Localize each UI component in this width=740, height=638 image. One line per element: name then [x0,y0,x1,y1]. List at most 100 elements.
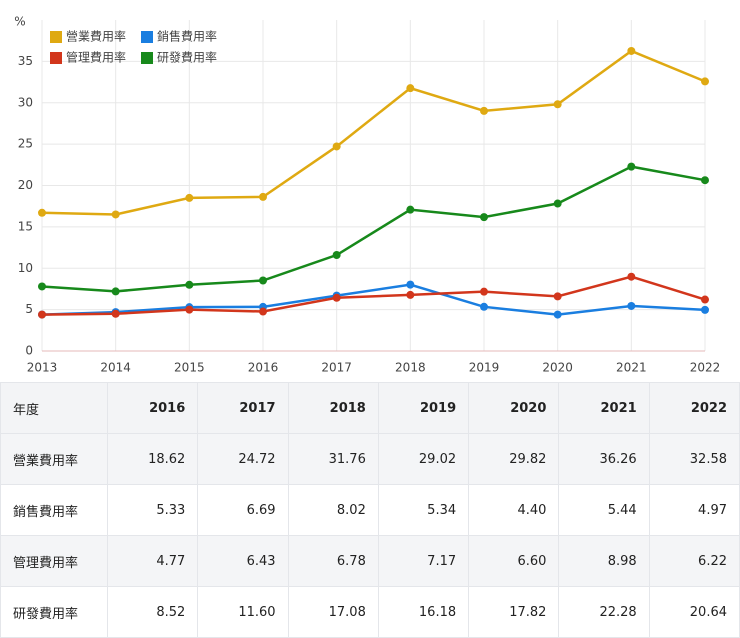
legend-swatch [50,31,62,43]
x-tick-label: 2020 [542,361,573,375]
data-point [553,199,562,208]
table-cell: 5.44 [558,484,650,536]
data-point [627,162,636,171]
data-point [480,213,488,222]
table-cell: 6.22 [648,535,740,587]
table-cell: 4.77 [106,535,199,587]
table-cell: 8.52 [106,586,199,638]
table-cell: 16.18 [377,586,470,638]
data-point [259,276,267,285]
y-tick-label: 35 [18,54,33,68]
legend-swatch [50,52,62,64]
table-cell: 8.02 [287,484,379,536]
data-point [406,290,415,299]
table-row: 研發費用率 8.52 11.60 17.08 16.18 17.82 22.28 20.64 [0,586,740,638]
table-cell: 22.28 [558,586,650,638]
table-cell: 24.72 [197,433,289,485]
header-cell: 2019 [377,382,470,434]
table-cell: 11.60 [197,586,289,638]
header-cell: 2018 [287,382,379,434]
data-point [38,282,46,291]
table-cell: 18.62 [106,433,199,485]
data-point [406,84,415,93]
table-cell: 研發費用率 [0,586,108,638]
data-point [111,210,120,219]
chart: % 0 5 10 15 20 25 30 35 2013 2014 2015 2016 2017 2018… [14,15,721,375]
table-cell: 5.33 [106,484,199,536]
data-point [185,280,194,289]
series-line [41,165,706,293]
data-point [701,176,709,185]
x-tick-label: 2017 [321,361,352,375]
x-tick-label: 2015 [174,361,205,375]
table-cell: 29.02 [377,433,470,485]
header-cell: 2021 [558,382,650,434]
data-point [480,302,488,311]
data-point [553,100,562,109]
table-cell: 8.98 [558,535,650,587]
legend-label: 銷售費用率 [157,29,217,44]
data-point [627,46,636,55]
x-tick-label: 2016 [248,361,279,375]
legend-label: 管理費用率 [66,50,126,65]
table-cell: 29.82 [468,433,560,485]
data-point [480,106,488,115]
y-tick-label: 20 [18,178,33,192]
table-cell: 管理費用率 [0,535,108,587]
data-point [111,309,120,318]
legend-swatch [141,52,153,64]
table-cell: 4.40 [468,484,560,536]
data-point [259,307,267,316]
data-point [332,293,341,302]
y-tick-label: 15 [18,219,33,233]
y-tick-label: 25 [18,137,33,151]
x-tick-label: 2021 [616,361,647,375]
table-cell: 32.58 [648,433,740,485]
data-point [701,77,709,86]
x-tick-label: 2019 [469,361,500,375]
x-tick-label: 2013 [27,361,58,375]
y-axis-label: % [14,15,25,29]
y-tick-label: 0 [25,344,33,358]
y-tick-label: 10 [18,261,33,275]
data-point [701,305,709,314]
header-cell: 2022 [648,382,740,434]
data-point [332,142,341,151]
table-cell: 營業費用率 [0,433,108,485]
data-point [627,301,636,310]
data-point [406,205,415,214]
table-row: 營業費用率 18.62 24.72 31.76 29.02 29.82 36.26 32.58 [0,433,740,485]
table-cell: 20.64 [648,586,740,638]
table-cell: 銷售費用率 [0,484,108,536]
data-table: 年度 2016 2017 2018 2019 2020 2021 2022 營業費用率 18.62… [0,382,740,638]
y-tick-label: 5 [25,302,33,316]
x-tick-label: 2014 [100,361,131,375]
header-cell: 2020 [468,382,560,434]
header-cell: 2016 [106,382,199,434]
table-cell: 6.43 [197,535,289,587]
header-cell: 2017 [197,382,289,434]
data-point [185,305,194,314]
data-point [701,295,709,304]
header-row: 年度 2016 2017 2018 2019 2020 2021 2022 [0,382,740,434]
data-point [259,192,267,201]
table-row: 銷售費用率 5.33 6.69 8.02 5.34 4.40 5.44 4.97 [0,484,740,536]
x-tick-label: 2022 [690,361,721,375]
data-point [480,287,488,296]
table-cell: 31.76 [287,433,379,485]
table-cell: 4.97 [648,484,740,536]
table-cell: 7.17 [377,535,470,587]
legend-swatch [141,31,153,43]
data-point [553,292,562,301]
y-tick-label: 30 [18,95,33,109]
data-point [627,272,636,281]
data-point [111,287,120,296]
data-point [38,208,46,217]
table-cell: 36.26 [558,433,650,485]
data-point [332,251,341,260]
data-point [185,193,194,202]
table-cell: 6.78 [287,535,379,587]
table-cell: 5.34 [377,484,470,536]
series-line [41,283,706,316]
series-line [41,275,706,316]
